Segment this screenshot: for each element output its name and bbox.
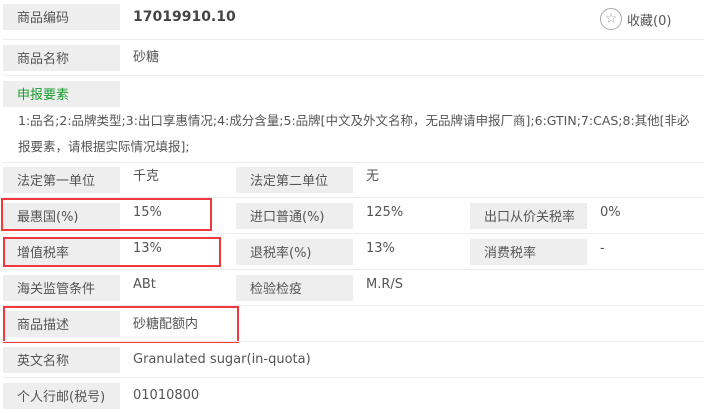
inspection-value: M.R/S xyxy=(366,277,404,292)
english-label: 英文名称 xyxy=(3,347,120,373)
general-value: 125% xyxy=(366,205,404,220)
vat-value: 13% xyxy=(133,241,162,256)
vat-label: 增值税率 xyxy=(3,239,120,265)
supervision-value: ABt xyxy=(133,277,156,292)
description-label: 商品描述 xyxy=(3,311,120,337)
export-tax-value: 0% xyxy=(600,205,621,220)
rebate-label: 退税率(%) xyxy=(236,239,353,265)
rebate-value: 13% xyxy=(366,241,395,256)
highlight-box xyxy=(3,237,221,267)
divider xyxy=(3,305,704,306)
mfn-label: 最惠国(%) xyxy=(3,203,120,229)
highlight-box xyxy=(1,198,212,231)
divider xyxy=(3,341,704,342)
description-value: 砂糖配额内 xyxy=(133,317,199,332)
inspection-label: 检验检疫 xyxy=(236,275,353,301)
divider xyxy=(3,39,704,40)
unit2-value: 无 xyxy=(366,169,380,184)
code-value: 17019910.10 xyxy=(133,9,236,25)
favorite-label: 收藏(0) xyxy=(627,13,672,29)
mfn-value: 15% xyxy=(133,205,162,220)
export-tax-label: 出口从价关税率 xyxy=(470,203,587,229)
code-label: 商品编码 xyxy=(3,4,120,30)
divider xyxy=(3,269,704,270)
unit2-label: 法定第二单位 xyxy=(236,167,353,193)
divider xyxy=(3,75,704,76)
consumption-value: - xyxy=(600,241,605,256)
divider xyxy=(3,197,704,198)
divider xyxy=(3,233,704,234)
divider xyxy=(3,162,704,163)
highlight-box xyxy=(3,306,239,343)
general-label: 进口普通(%) xyxy=(236,203,353,229)
divider xyxy=(3,377,704,378)
name-value: 砂糖 xyxy=(133,50,160,65)
name-label: 商品名称 xyxy=(3,45,120,71)
declaration-label: 申报要素 xyxy=(3,81,120,107)
unit1-value: 千克 xyxy=(133,169,160,184)
unit1-label: 法定第一单位 xyxy=(3,167,120,193)
supervision-label: 海关监管条件 xyxy=(3,275,120,301)
star-icon: ☆ xyxy=(600,8,622,30)
declaration-value: 1:品名;2:品牌类型;3:出口享惠情况;4:成分含量;5:品牌[中文及外文名称… xyxy=(18,113,690,154)
postal-label: 个人行邮(税号) xyxy=(3,383,120,409)
consumption-label: 消费税率 xyxy=(470,239,587,265)
postal-value: 01010800 xyxy=(133,388,200,403)
english-value: Granulated sugar(in-quota) xyxy=(133,352,311,367)
favorite-button[interactable]: ☆ 收藏(0) xyxy=(600,8,671,30)
